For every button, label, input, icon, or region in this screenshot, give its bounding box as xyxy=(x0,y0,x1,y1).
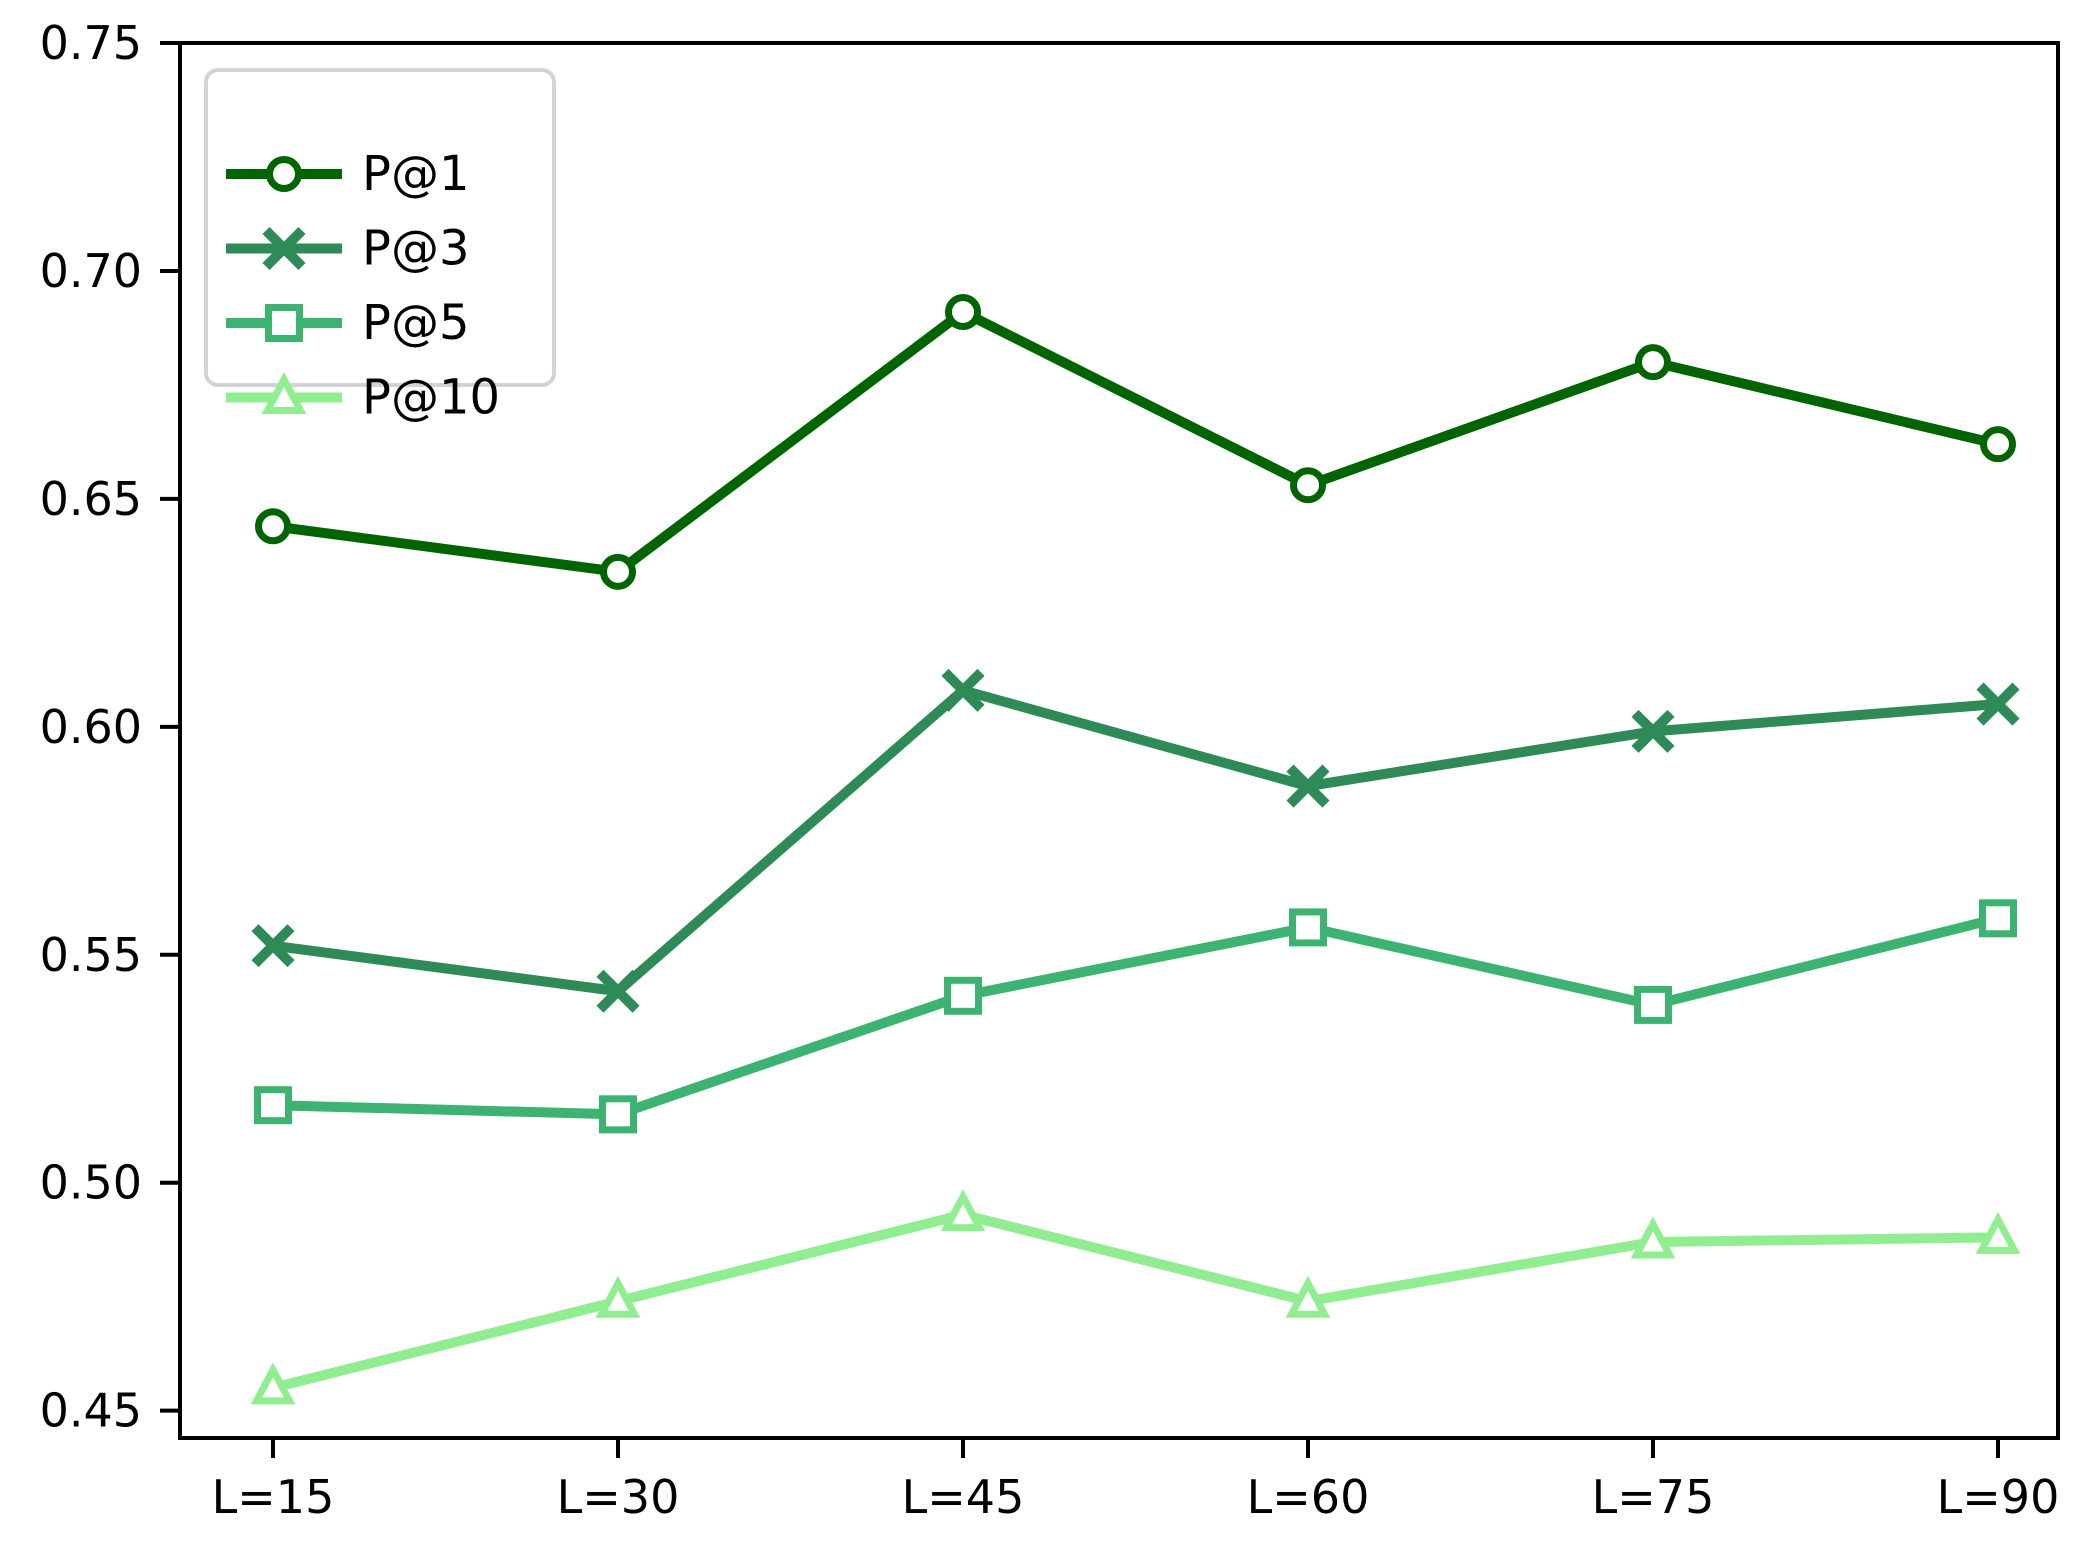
data-point-triangle-marker xyxy=(261,372,307,414)
x-tick-label: L=15 xyxy=(212,1470,335,1524)
plot-border xyxy=(178,41,2060,1440)
data-point-triangle-marker xyxy=(1630,1216,1676,1259)
series-p-at-5 xyxy=(254,899,2017,1134)
data-point-triangle-marker xyxy=(1285,1275,1331,1318)
x-tick-label: L=75 xyxy=(1592,1470,1715,1524)
series-p-at-3 xyxy=(251,668,2020,1013)
data-point-x-marker xyxy=(1631,709,1675,753)
data-point-x-marker xyxy=(1976,682,2020,726)
data-point-square-marker xyxy=(265,304,303,342)
x-tick-label: L=60 xyxy=(1247,1470,1370,1524)
series-line xyxy=(268,306,2003,578)
y-tick-label: 0.55 xyxy=(40,928,142,982)
data-point-circle-marker xyxy=(255,508,291,545)
y-tick-label: 0.45 xyxy=(40,1384,142,1438)
series-line xyxy=(268,913,2003,1120)
data-point-square-marker xyxy=(944,976,982,1015)
data-point-x-marker xyxy=(1286,764,1330,808)
data-point-circle-marker xyxy=(600,553,636,590)
legend-entry-p-at-10: P@10 xyxy=(226,370,500,426)
y-tick-label: 0.60 xyxy=(40,700,142,754)
data-point-circle-marker xyxy=(1290,467,1326,504)
legend-label: P@5 xyxy=(362,295,469,351)
data-point-x-marker xyxy=(941,668,985,712)
series-line xyxy=(268,1209,2003,1393)
x-tick-label: L=45 xyxy=(902,1470,1025,1524)
data-point-square-marker xyxy=(599,1095,637,1134)
data-point-triangle-marker xyxy=(250,1362,296,1405)
data-point-circle-marker xyxy=(266,156,302,192)
data-point-x-marker xyxy=(596,969,640,1013)
legend-label: P@10 xyxy=(362,370,500,426)
data-point-circle-marker xyxy=(1635,344,1671,381)
data-point-circle-marker xyxy=(1980,426,2016,463)
series-p-at-1 xyxy=(255,293,2016,590)
y-tick-label: 0.70 xyxy=(40,244,142,298)
legend: P@1 P@3 P@5 P@10 xyxy=(204,68,556,426)
data-point-triangle-marker xyxy=(595,1275,641,1318)
legend-entry-p-at-1: P@1 xyxy=(226,146,469,202)
data-point-x-marker xyxy=(262,226,306,271)
y-tick-label: 0.50 xyxy=(40,1156,142,1210)
data-point-square-marker xyxy=(1289,908,1327,947)
data-point-square-marker xyxy=(254,1086,292,1125)
x-tick-label: L=90 xyxy=(1937,1470,2060,1524)
x-tick-label: L=30 xyxy=(557,1470,680,1524)
legend-label: P@1 xyxy=(362,146,469,202)
legend-entry-p-at-5: P@5 xyxy=(226,295,469,351)
data-point-square-marker xyxy=(1979,899,2017,938)
y-tick-label: 0.65 xyxy=(40,472,142,526)
legend-entry-p-at-3: P@3 xyxy=(226,221,469,277)
series-p-at-10 xyxy=(250,1189,2021,1405)
data-point-circle-marker xyxy=(945,293,981,330)
data-point-triangle-marker xyxy=(940,1189,986,1232)
legend-label: P@3 xyxy=(362,221,469,277)
series-line xyxy=(268,684,2003,997)
data-point-square-marker xyxy=(1634,985,1672,1024)
y-tick-label: 0.75 xyxy=(40,16,142,70)
data-point-x-marker xyxy=(251,924,295,968)
data-point-triangle-marker xyxy=(1975,1211,2021,1254)
